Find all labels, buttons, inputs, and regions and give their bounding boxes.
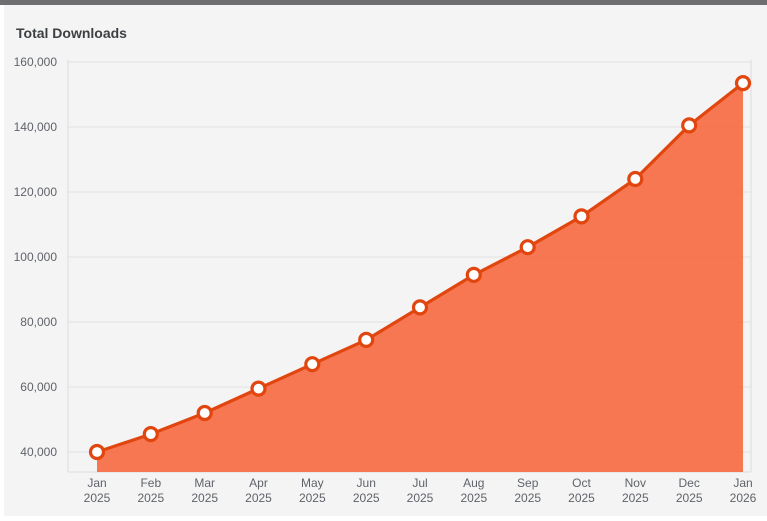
svg-text:Jan: Jan [733,476,752,490]
svg-text:2025: 2025 [460,491,487,505]
svg-text:140,000: 140,000 [14,120,58,134]
svg-text:2025: 2025 [676,491,703,505]
svg-text:2025: 2025 [407,491,434,505]
svg-text:40,000: 40,000 [20,445,57,459]
svg-text:Nov: Nov [625,476,646,490]
svg-text:Feb: Feb [140,476,161,490]
svg-text:2026: 2026 [730,491,757,505]
svg-text:60,000: 60,000 [20,380,57,394]
svg-text:2025: 2025 [84,491,111,505]
svg-text:Jul: Jul [412,476,427,490]
svg-text:Apr: Apr [249,476,268,490]
svg-text:Sep: Sep [517,476,539,490]
svg-text:2025: 2025 [245,491,272,505]
svg-text:2025: 2025 [299,491,326,505]
svg-text:Jan: Jan [87,476,106,490]
svg-text:100,000: 100,000 [14,250,58,264]
svg-text:Dec: Dec [679,476,700,490]
svg-text:120,000: 120,000 [14,185,58,199]
svg-text:2025: 2025 [568,491,595,505]
svg-text:Aug: Aug [463,476,484,490]
svg-text:2025: 2025 [353,491,380,505]
svg-text:2025: 2025 [622,491,649,505]
svg-text:2025: 2025 [137,491,164,505]
svg-text:160,000: 160,000 [14,55,58,69]
svg-text:2025: 2025 [191,491,218,505]
svg-text:Mar: Mar [194,476,215,490]
svg-text:Jun: Jun [357,476,376,490]
svg-text:80,000: 80,000 [20,315,57,329]
svg-text:May: May [301,476,324,490]
svg-text:Oct: Oct [572,476,591,490]
svg-text:2025: 2025 [514,491,541,505]
